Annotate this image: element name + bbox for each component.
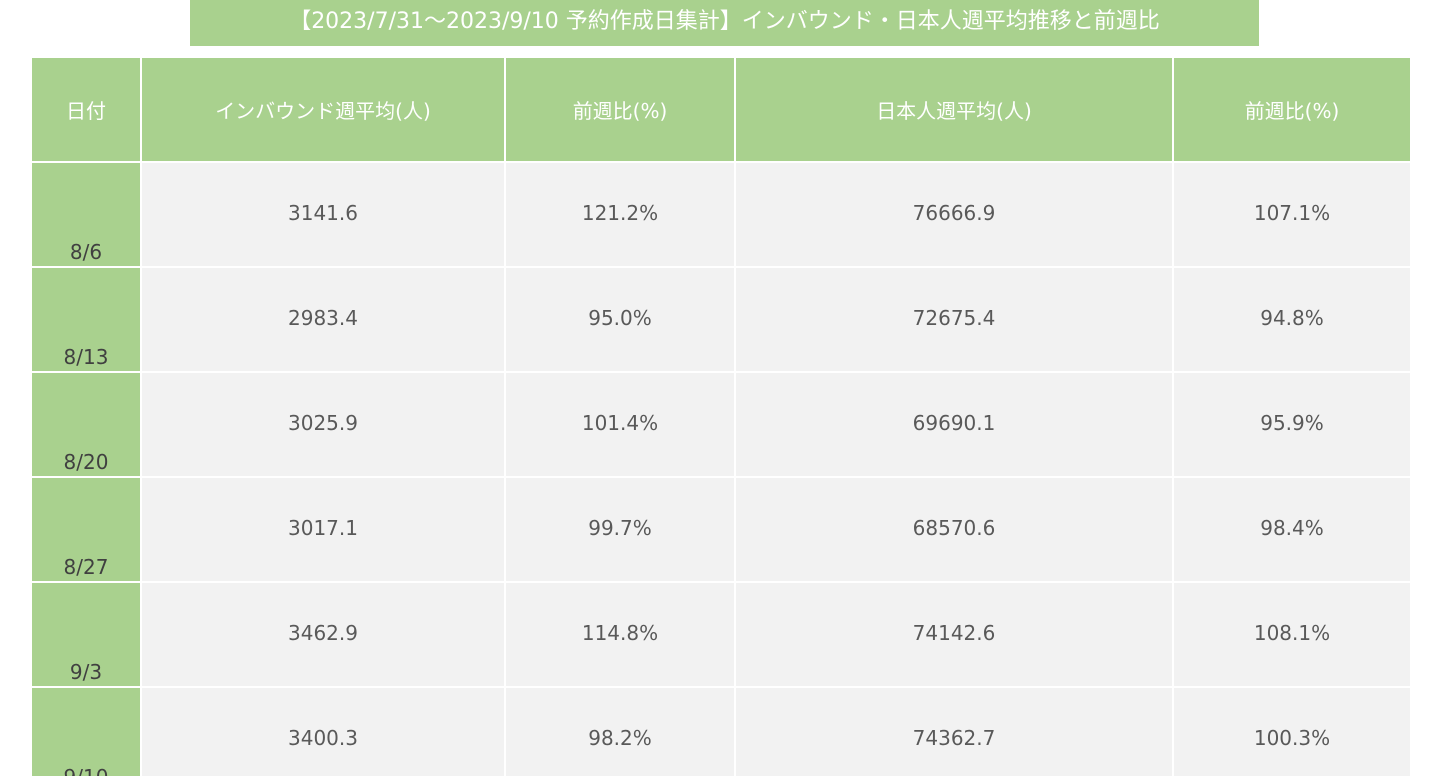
japanese-avg-cell: 72675.4 (734, 266, 1174, 373)
japanese-ratio-cell-text: 107.1% (1253, 200, 1331, 225)
inbound-ratio-cell-text: 101.4% (581, 410, 659, 435)
japanese-avg-cell-text: 74362.7 (912, 725, 996, 750)
inbound-avg-cell: 3462.9 (140, 581, 506, 688)
date-cell: 8/13 (30, 266, 142, 373)
header-japanese-ratio: 前週比(%) (1172, 56, 1412, 163)
inbound-ratio-cell: 99.7% (504, 476, 736, 583)
japanese-ratio-cell-text: 94.8% (1260, 305, 1324, 330)
japanese-avg-cell: 74142.6 (734, 581, 1174, 688)
japanese-ratio-cell: 94.8% (1172, 266, 1412, 373)
inbound-ratio-cell: 95.0% (504, 266, 736, 373)
japanese-ratio-cell-text: 95.9% (1260, 410, 1324, 435)
japanese-avg-cell-text: 69690.1 (912, 410, 996, 435)
date-cell-text: 8/20 (63, 450, 109, 474)
date-cell: 8/20 (30, 371, 142, 478)
japanese-ratio-cell: 98.4% (1172, 476, 1412, 583)
japanese-ratio-cell: 108.1% (1172, 581, 1412, 688)
japanese-ratio-cell: 107.1% (1172, 161, 1412, 268)
inbound-avg-cell-text: 3400.3 (288, 725, 358, 750)
header-row: 日付 インバウンド週平均(人) 前週比(%) 日本人週平均(人) 前週比(%) (30, 56, 1412, 163)
date-cell: 9/3 (30, 581, 142, 688)
header-inbound-avg: インバウンド週平均(人) (140, 56, 506, 163)
table-title: 【2023/7/31～2023/9/10 予約作成日集計】インバウンド・日本人週… (190, 0, 1259, 46)
inbound-avg-cell-text: 3462.9 (288, 620, 358, 645)
japanese-avg-cell: 68570.6 (734, 476, 1174, 583)
japanese-ratio-cell-text: 108.1% (1253, 620, 1331, 645)
japanese-avg-cell-text: 74142.6 (912, 620, 996, 645)
inbound-avg-cell: 3025.9 (140, 371, 506, 478)
inbound-avg-cell-text: 3141.6 (288, 200, 358, 225)
header-japanese-avg: 日本人週平均(人) (734, 56, 1174, 163)
japanese-avg-cell-text: 72675.4 (912, 305, 996, 330)
table-row: 9/10 3400.3 98.2% 74362.7 100.3% (30, 686, 1412, 776)
inbound-ratio-cell-text: 114.8% (581, 620, 659, 645)
date-cell: 8/27 (30, 476, 142, 583)
japanese-ratio-cell: 100.3% (1172, 686, 1412, 776)
inbound-avg-cell: 3400.3 (140, 686, 506, 776)
table-row: 8/27 3017.1 99.7% 68570.6 98.4% (30, 476, 1412, 583)
japanese-avg-cell-text: 76666.9 (912, 200, 996, 225)
inbound-avg-cell: 2983.4 (140, 266, 506, 373)
inbound-ratio-cell: 98.2% (504, 686, 736, 776)
inbound-avg-cell-text: 3017.1 (288, 515, 358, 540)
table-body: 8/6 3141.6 121.2% 76666.9 107.1% 8/13 2983.4 95… (30, 161, 1412, 776)
date-cell-text: 8/27 (63, 555, 109, 579)
japanese-avg-cell: 74362.7 (734, 686, 1174, 776)
table-row: 9/3 3462.9 114.8% 74142.6 108.1% (30, 581, 1412, 688)
date-cell-text: 9/3 (69, 660, 103, 684)
table-row: 8/20 3025.9 101.4% 69690.1 95.9% (30, 371, 1412, 478)
date-cell: 9/10 (30, 686, 142, 776)
inbound-avg-cell: 3141.6 (140, 161, 506, 268)
data-table: 日付 インバウンド週平均(人) 前週比(%) 日本人週平均(人) 前週比(%) … (30, 56, 1412, 776)
inbound-ratio-cell: 114.8% (504, 581, 736, 688)
inbound-ratio-cell-text: 99.7% (588, 515, 652, 540)
inbound-ratio-cell: 101.4% (504, 371, 736, 478)
table-row: 8/6 3141.6 121.2% 76666.9 107.1% (30, 161, 1412, 268)
japanese-ratio-cell-text: 98.4% (1260, 515, 1324, 540)
inbound-ratio-cell: 121.2% (504, 161, 736, 268)
date-cell-text: 9/10 (64, 765, 109, 776)
inbound-ratio-cell-text: 121.2% (581, 200, 659, 225)
inbound-ratio-cell-text: 98.2% (588, 725, 652, 750)
header-date: 日付 (30, 56, 142, 163)
date-cell-text: 8/13 (63, 345, 109, 369)
japanese-ratio-cell: 95.9% (1172, 371, 1412, 478)
header-inbound-ratio: 前週比(%) (504, 56, 736, 163)
date-cell: 8/6 (30, 161, 142, 268)
date-cell-text: 8/6 (69, 240, 103, 264)
inbound-ratio-cell-text: 95.0% (588, 305, 652, 330)
table-row: 8/13 2983.4 95.0% 72675.4 94.8% (30, 266, 1412, 373)
japanese-avg-cell: 76666.9 (734, 161, 1174, 268)
japanese-avg-cell: 69690.1 (734, 371, 1174, 478)
inbound-avg-cell-text: 3025.9 (288, 410, 358, 435)
japanese-ratio-cell-text: 100.3% (1253, 725, 1331, 750)
inbound-avg-cell-text: 2983.4 (288, 305, 358, 330)
japanese-avg-cell-text: 68570.6 (912, 515, 996, 540)
inbound-avg-cell: 3017.1 (140, 476, 506, 583)
